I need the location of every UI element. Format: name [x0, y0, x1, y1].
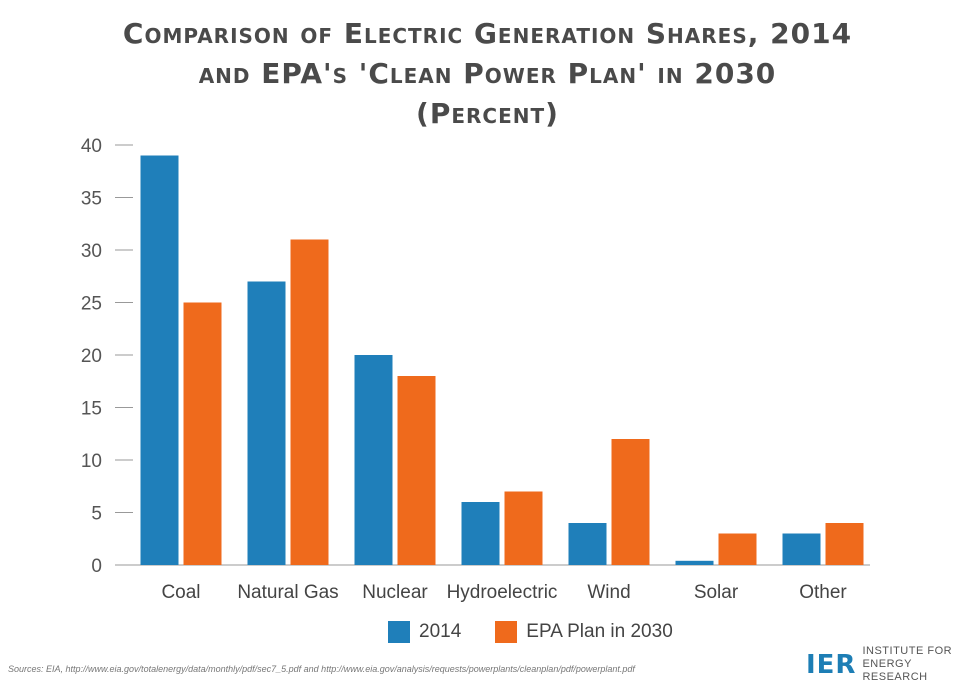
- logo-name: INSTITUTE FOR ENERGY RESEARCH: [862, 645, 975, 684]
- bar-epa-plan-in-2030-other: [825, 523, 864, 565]
- x-tick-label: Solar: [694, 582, 739, 603]
- bar-2014-hydroelectric: [461, 502, 500, 565]
- bar-epa-plan-in-2030-solar: [718, 533, 757, 565]
- legend-label-epa-plan: EPA Plan in 2030: [526, 621, 673, 642]
- ier-logo: IER INSTITUTE FOR ENERGY RESEARCH: [806, 645, 975, 684]
- legend: 2014 EPA Plan in 2030: [388, 621, 707, 643]
- chart-title-line-2: and EPA's 'Clean Power Plan' in 2030: [198, 57, 777, 90]
- legend-label-2014: 2014: [419, 621, 462, 642]
- x-tick-label: Coal: [161, 582, 200, 603]
- bar-chart: 0 5 10 15 20 25 30 35 40 Coal Natural Gas Nuclear Hy…: [81, 136, 870, 603]
- legend-item-epa-plan: EPA Plan in 2030: [495, 621, 673, 643]
- x-tick-label: Hydroelectric: [447, 582, 558, 603]
- y-tick-label: 30: [81, 241, 102, 262]
- legend-swatch-epa-plan: [495, 621, 518, 643]
- legend-item-2014: 2014: [388, 621, 461, 643]
- bar-2014-solar: [675, 560, 714, 565]
- y-tick-label: 35: [81, 189, 102, 210]
- chart-title-line-3: (Percent): [416, 97, 559, 130]
- logo-line-1: INSTITUTE FOR: [862, 645, 953, 657]
- x-tick-label: Wind: [587, 582, 630, 603]
- y-tick-label: 20: [81, 346, 102, 367]
- y-tick-label: 10: [81, 451, 102, 472]
- legend-swatch-2014: [388, 621, 410, 643]
- chart-title: Comparison of Electric Generation Shares…: [0, 14, 975, 134]
- bar-epa-plan-in-2030-wind: [611, 439, 650, 565]
- x-tick-label: Other: [799, 582, 847, 603]
- y-tick-label: 15: [81, 399, 102, 420]
- bar-epa-plan-in-2030-hydroelectric: [504, 491, 543, 565]
- bar-2014-nuclear: [354, 355, 393, 565]
- logo-line-2: ENERGY RESEARCH: [862, 658, 928, 683]
- y-tick-label: 25: [81, 294, 102, 315]
- bar-epa-plan-in-2030-nuclear: [397, 376, 436, 565]
- sources-note: Sources: EIA, http://www.eia.gov/totalen…: [8, 664, 635, 674]
- bar-epa-plan-in-2030-coal: [183, 302, 222, 565]
- x-tick-label: Nuclear: [362, 582, 428, 603]
- chart-title-line-1: Comparison of Electric Generation Shares…: [122, 17, 853, 50]
- bar-2014-wind: [568, 523, 607, 565]
- logo-mark: IER: [806, 649, 857, 680]
- y-tick-label: 5: [91, 504, 102, 525]
- y-tick-label: 0: [91, 556, 102, 577]
- bar-epa-plan-in-2030-natural-gas: [290, 239, 329, 565]
- bar-2014-other: [782, 533, 821, 565]
- bar-2014-coal: [140, 155, 179, 565]
- x-tick-label: Natural Gas: [237, 582, 338, 603]
- bar-2014-natural-gas: [247, 281, 286, 565]
- y-tick-label: 40: [81, 136, 102, 157]
